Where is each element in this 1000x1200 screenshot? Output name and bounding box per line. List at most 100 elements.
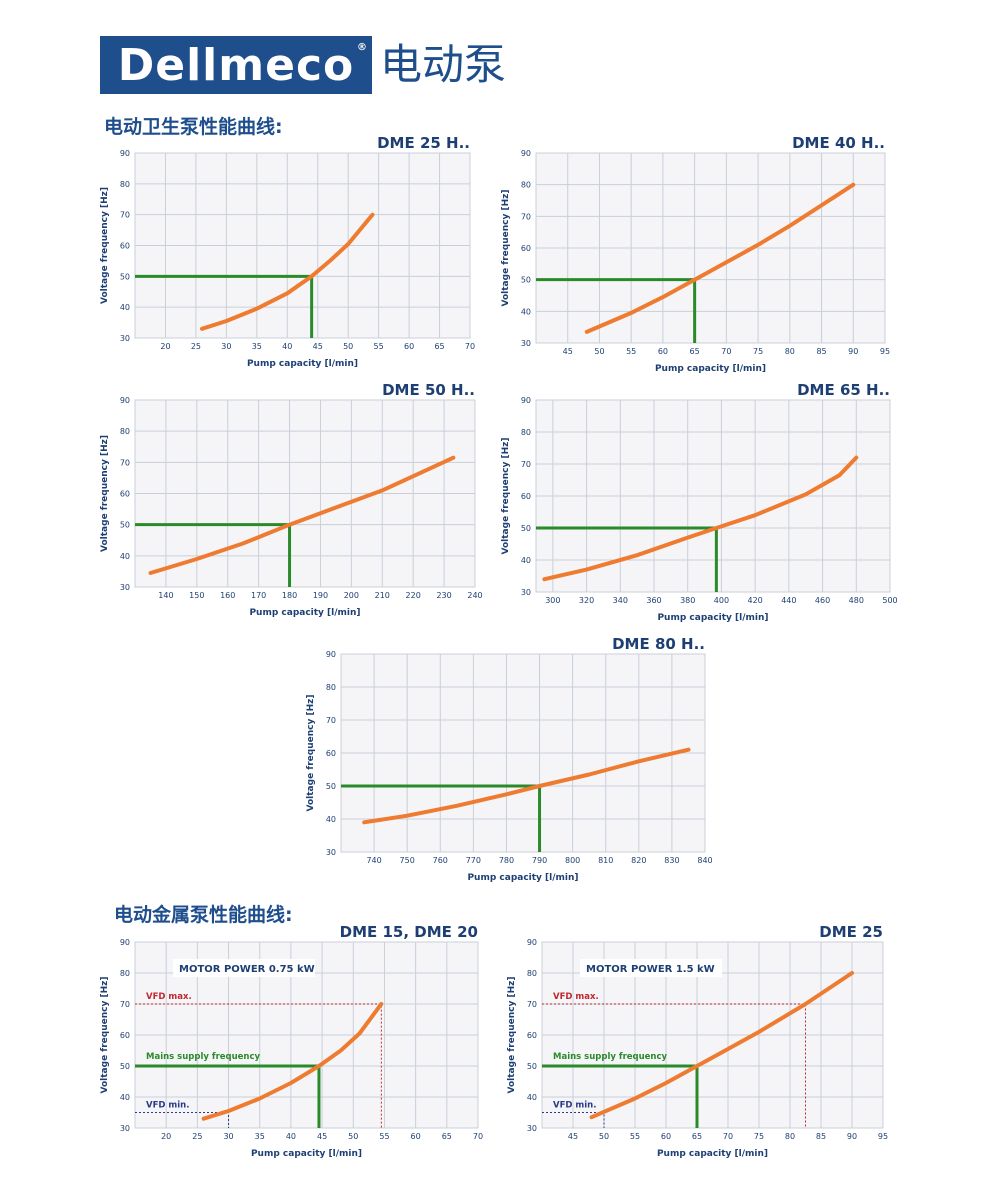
registered-mark: ®	[357, 42, 368, 53]
x-tick-label: 85	[816, 1132, 826, 1141]
y-tick-label: 30	[326, 848, 336, 857]
x-tick-label: 65	[692, 1132, 702, 1141]
chart-title: DME 80 H..	[612, 635, 705, 653]
x-tick-label: 75	[753, 347, 763, 356]
y-tick-label: 90	[521, 149, 531, 158]
y-tick-label: 90	[527, 938, 537, 947]
chart-title: DME 25 H..	[377, 134, 470, 152]
x-tick-label: 45	[568, 1132, 578, 1141]
chart-7: 45 50 55 60 65 70 75 80 85 90 95 30 40 50 60 70 80 90 Pump…	[507, 923, 888, 1159]
chart-2: 45 50 55 60 65 70 75 80 85 90 95 30 40 50 60 70 80 90 Pump…	[501, 134, 890, 374]
y-tick-label: 70	[521, 460, 531, 469]
x-tick-label: 50	[348, 1132, 358, 1141]
x-tick-label: 70	[721, 347, 731, 356]
y-tick-label: 90	[521, 396, 531, 405]
x-tick-label: 60	[411, 1132, 421, 1141]
x-axis-label: Pump capacity [l/min]	[657, 1149, 768, 1159]
x-tick-label: 210	[375, 591, 390, 600]
x-tick-label: 80	[785, 347, 795, 356]
y-tick-label: 40	[521, 556, 531, 565]
chart-title: DME 65 H..	[797, 381, 890, 399]
y-tick-label: 30	[521, 339, 531, 348]
x-axis-label: Pump capacity [l/min]	[655, 364, 766, 374]
x-tick-label: 750	[400, 856, 415, 865]
x-tick-label: 65	[434, 342, 444, 351]
y-tick-label: 50	[326, 782, 336, 791]
x-tick-label: 80	[785, 1132, 795, 1141]
x-tick-label: 440	[781, 596, 796, 605]
y-tick-label: 50	[120, 1062, 130, 1071]
product-title: 电动泵	[380, 40, 507, 89]
x-tick-label: 60	[404, 342, 414, 351]
x-axis-label: Pump capacity [l/min]	[247, 359, 358, 369]
x-tick-label: 55	[374, 342, 384, 351]
x-tick-label: 300	[545, 596, 560, 605]
y-tick-label: 30	[120, 583, 130, 592]
x-tick-label: 55	[379, 1132, 389, 1141]
y-tick-label: 40	[120, 552, 130, 561]
x-tick-label: 55	[630, 1132, 640, 1141]
x-tick-label: 760	[433, 856, 448, 865]
y-tick-label: 60	[120, 490, 130, 499]
y-tick-label: 60	[527, 1031, 537, 1040]
vfd-min-label: VFD min.	[146, 1101, 189, 1111]
y-axis-label: Voltage frequency [Hz]	[100, 977, 110, 1094]
y-tick-label: 70	[527, 1000, 537, 1009]
vfd-max-label: VFD max.	[553, 992, 599, 1002]
x-tick-label: 170	[251, 591, 266, 600]
x-tick-label: 500	[882, 596, 897, 605]
y-tick-label: 90	[120, 149, 130, 158]
x-tick-label: 230	[436, 591, 451, 600]
x-tick-label: 60	[661, 1132, 671, 1141]
x-tick-label: 780	[499, 856, 514, 865]
x-tick-label: 55	[626, 347, 636, 356]
y-tick-label: 70	[521, 212, 531, 221]
chart-4: 300 320 340 360 380 400 420 440 460 480 500 30 40 50 6…	[501, 381, 898, 623]
chart-1: 20 25 30 35 40 45 50 55 60 65 70 30 40 50 60 70 80 90 Pump…	[100, 134, 475, 369]
y-tick-label: 80	[521, 181, 531, 190]
chart-title: DME 25	[819, 923, 883, 941]
performance-curve	[589, 971, 854, 1120]
brand-name: Dellmeco	[117, 39, 355, 91]
performance-curve	[200, 212, 375, 331]
x-tick-label: 460	[815, 596, 830, 605]
x-tick-label: 790	[532, 856, 547, 865]
y-axis-label: Voltage frequency [Hz]	[501, 190, 511, 307]
y-axis-label: Voltage frequency [Hz]	[507, 977, 517, 1094]
x-tick-label: 400	[714, 596, 729, 605]
y-axis-label: Voltage frequency [Hz]	[100, 435, 110, 552]
chart-5: 740 750 760 770 780 790 800 810 820 830 840 30 40 50 6…	[306, 635, 713, 883]
y-tick-label: 50	[521, 524, 531, 533]
x-tick-label: 420	[748, 596, 763, 605]
y-axis-label: Voltage frequency [Hz]	[100, 187, 110, 304]
x-tick-label: 810	[598, 856, 613, 865]
x-tick-label: 40	[286, 1132, 296, 1141]
y-tick-label: 80	[521, 428, 531, 437]
y-tick-label: 30	[527, 1124, 537, 1133]
y-tick-label: 90	[120, 938, 130, 947]
chart-title: DME 15, DME 20	[340, 923, 478, 941]
performance-curve	[542, 455, 859, 582]
chart-title: DME 40 H..	[792, 134, 885, 152]
y-tick-label: 80	[120, 969, 130, 978]
y-tick-label: 70	[120, 458, 130, 467]
y-tick-label: 60	[120, 1031, 130, 1040]
x-tick-label: 340	[613, 596, 628, 605]
mains-label: Mains supply frequency	[553, 1052, 668, 1062]
x-tick-label: 90	[848, 347, 858, 356]
x-tick-label: 180	[282, 591, 297, 600]
y-tick-label: 30	[120, 1124, 130, 1133]
x-tick-label: 200	[344, 591, 359, 600]
y-tick-label: 70	[120, 1000, 130, 1009]
x-tick-label: 770	[466, 856, 481, 865]
y-tick-label: 40	[326, 815, 336, 824]
x-tick-label: 70	[465, 342, 475, 351]
mains-label: Mains supply frequency	[146, 1052, 261, 1062]
motor-power-box	[173, 959, 315, 977]
x-tick-label: 50	[599, 1132, 609, 1141]
x-tick-label: 75	[754, 1132, 764, 1141]
x-tick-label: 480	[849, 596, 864, 605]
x-tick-label: 220	[406, 591, 421, 600]
y-tick-label: 40	[527, 1093, 537, 1102]
x-tick-label: 840	[697, 856, 712, 865]
